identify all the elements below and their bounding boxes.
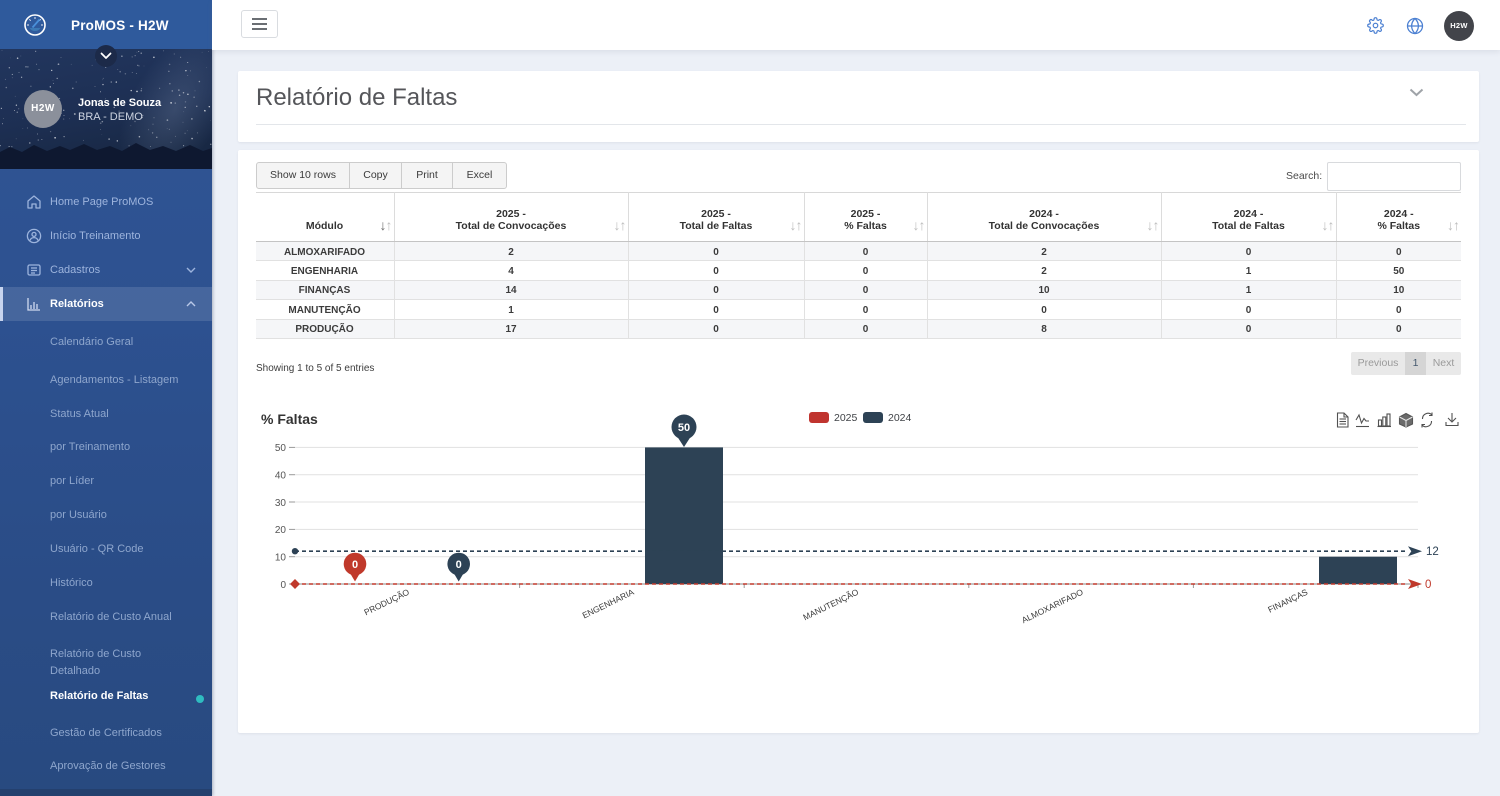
svg-text:20: 20	[275, 525, 287, 536]
svg-text:50: 50	[678, 422, 690, 434]
svg-text:MANUTENÇÃO: MANUTENÇÃO	[801, 587, 860, 623]
svg-text:50: 50	[275, 443, 287, 454]
svg-text:0: 0	[456, 559, 462, 571]
svg-text:0: 0	[280, 580, 286, 591]
svg-text:0: 0	[1425, 579, 1431, 591]
svg-text:0: 0	[352, 559, 358, 571]
svg-text:FINANÇAS: FINANÇAS	[1266, 587, 1309, 615]
svg-text:40: 40	[275, 471, 287, 482]
svg-text:30: 30	[275, 498, 287, 509]
svg-text:10: 10	[275, 553, 287, 564]
svg-text:PRODUÇÃO: PRODUÇÃO	[362, 587, 411, 618]
svg-text:ALMOXARIFADO: ALMOXARIFADO	[1020, 587, 1085, 626]
svg-text:12: 12	[1426, 546, 1439, 558]
svg-text:ENGENHARIA: ENGENHARIA	[581, 587, 636, 621]
